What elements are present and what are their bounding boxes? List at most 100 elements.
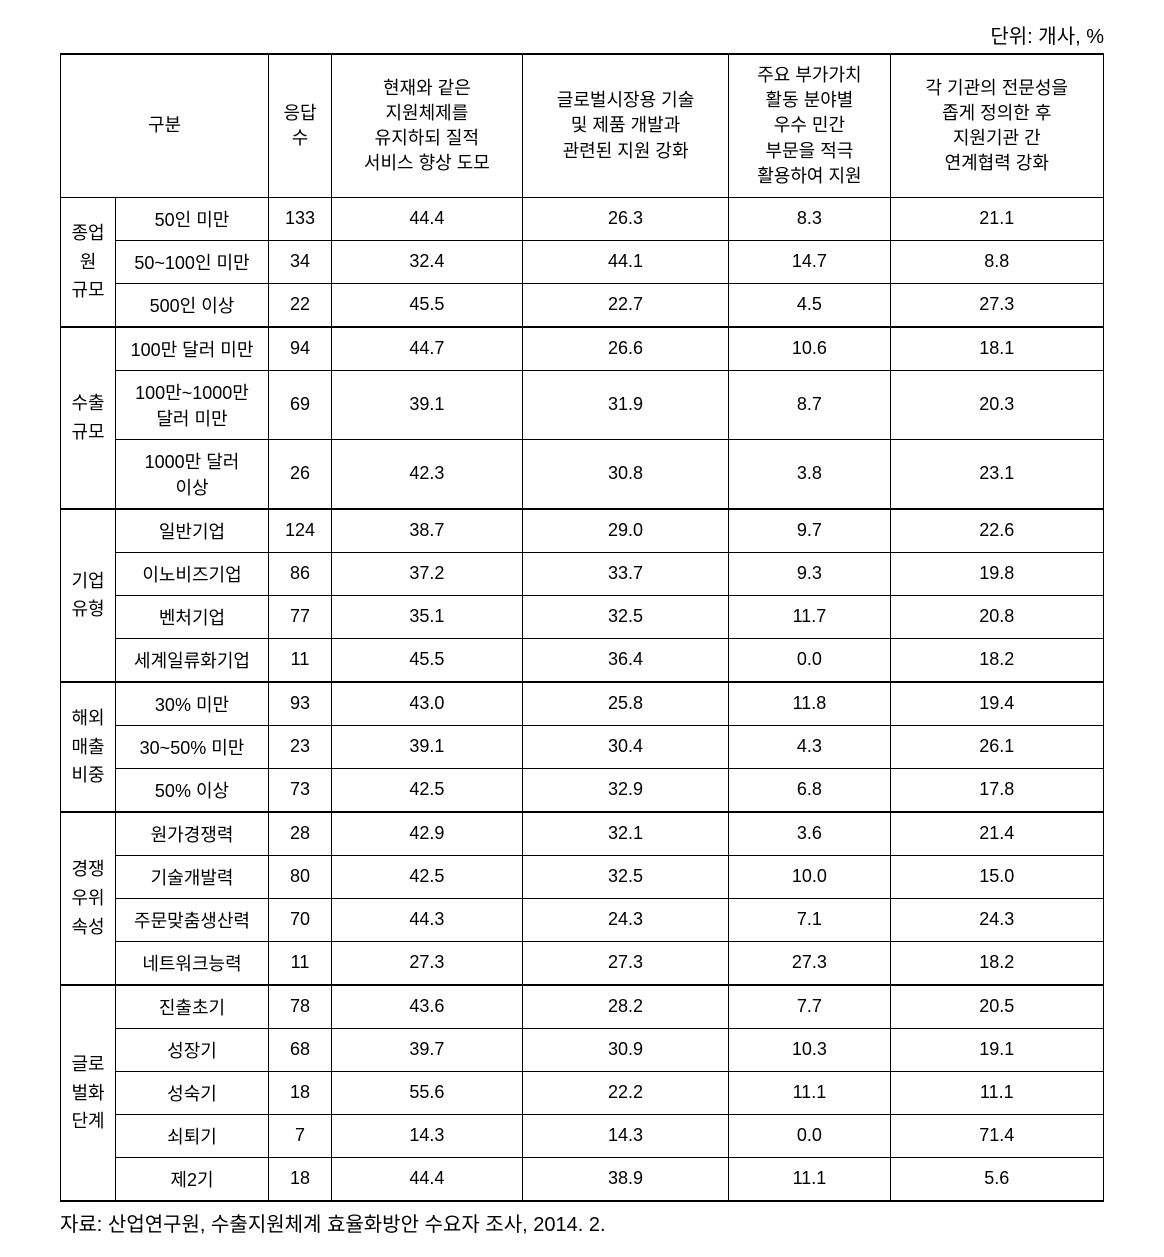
row-count: 70 [269, 898, 332, 941]
data-table: 구분 응답수 현재와 같은지원체제를유지하되 질적서비스 향상 도모 글로벌시장… [60, 53, 1104, 1202]
row-name: 100만 달러 미만 [116, 327, 269, 371]
row-value: 35.1 [332, 595, 523, 638]
row-value: 27.3 [332, 941, 523, 985]
row-value: 24.3 [890, 898, 1104, 941]
row-value: 44.4 [332, 197, 523, 240]
row-value: 27.3 [890, 283, 1104, 327]
table-row: 100만~1000만달러 미만6939.131.98.720.3 [61, 370, 1104, 439]
row-value: 55.6 [332, 1071, 523, 1114]
row-value: 37.2 [332, 552, 523, 595]
table-row: 쇠퇴기714.314.30.071.4 [61, 1114, 1104, 1157]
row-value: 21.1 [890, 197, 1104, 240]
row-name: 50인 미만 [116, 197, 269, 240]
row-value: 32.5 [522, 855, 729, 898]
row-value: 71.4 [890, 1114, 1104, 1157]
row-value: 20.3 [890, 370, 1104, 439]
row-value: 15.0 [890, 855, 1104, 898]
row-value: 27.3 [729, 941, 890, 985]
row-name: 네트워크능력 [116, 941, 269, 985]
row-value: 9.3 [729, 552, 890, 595]
row-value: 0.0 [729, 638, 890, 682]
row-value: 9.7 [729, 509, 890, 553]
row-name: 쇠퇴기 [116, 1114, 269, 1157]
row-value: 10.3 [729, 1028, 890, 1071]
table-row: 글로벌화단계진출초기7843.628.27.720.5 [61, 985, 1104, 1029]
group-label: 해외매출비중 [61, 682, 116, 812]
row-value: 44.4 [332, 1157, 523, 1201]
row-value: 22.6 [890, 509, 1104, 553]
row-count: 18 [269, 1071, 332, 1114]
row-value: 43.6 [332, 985, 523, 1029]
row-value: 32.1 [522, 812, 729, 856]
row-count: 7 [269, 1114, 332, 1157]
row-value: 5.6 [890, 1157, 1104, 1201]
row-value: 42.5 [332, 768, 523, 812]
row-count: 22 [269, 283, 332, 327]
row-value: 0.0 [729, 1114, 890, 1157]
header-col2: 글로벌시장용 기술및 제품 개발과관련된 지원 강화 [522, 54, 729, 197]
row-count: 77 [269, 595, 332, 638]
row-value: 44.7 [332, 327, 523, 371]
table-row: 50~100인 미만3432.444.114.78.8 [61, 240, 1104, 283]
row-count: 11 [269, 638, 332, 682]
row-value: 8.8 [890, 240, 1104, 283]
row-count: 26 [269, 439, 332, 509]
row-count: 68 [269, 1028, 332, 1071]
row-name: 성장기 [116, 1028, 269, 1071]
row-value: 30.9 [522, 1028, 729, 1071]
row-value: 22.7 [522, 283, 729, 327]
row-value: 3.6 [729, 812, 890, 856]
header-col3: 주요 부가가치활동 분야별우수 민간부문을 적극활용하여 지원 [729, 54, 890, 197]
table-row: 30~50% 미만2339.130.44.326.1 [61, 725, 1104, 768]
row-name: 원가경쟁력 [116, 812, 269, 856]
row-value: 44.1 [522, 240, 729, 283]
row-value: 11.7 [729, 595, 890, 638]
row-name: 50% 이상 [116, 768, 269, 812]
row-count: 34 [269, 240, 332, 283]
row-value: 19.4 [890, 682, 1104, 726]
table-row: 50% 이상7342.532.96.817.8 [61, 768, 1104, 812]
row-value: 22.2 [522, 1071, 729, 1114]
unit-label: 단위: 개사, % [60, 20, 1104, 49]
row-value: 7.7 [729, 985, 890, 1029]
row-name: 기술개발력 [116, 855, 269, 898]
row-value: 19.1 [890, 1028, 1104, 1071]
row-value: 4.5 [729, 283, 890, 327]
table-row: 주문맞춤생산력7044.324.37.124.3 [61, 898, 1104, 941]
row-name: 성숙기 [116, 1071, 269, 1114]
row-count: 133 [269, 197, 332, 240]
group-label: 글로벌화단계 [61, 985, 116, 1201]
row-value: 42.3 [332, 439, 523, 509]
row-value: 19.8 [890, 552, 1104, 595]
table-row: 수출규모100만 달러 미만9444.726.610.618.1 [61, 327, 1104, 371]
row-value: 11.1 [729, 1157, 890, 1201]
row-count: 11 [269, 941, 332, 985]
row-value: 23.1 [890, 439, 1104, 509]
row-value: 21.4 [890, 812, 1104, 856]
row-value: 38.7 [332, 509, 523, 553]
header-row: 구분 응답수 현재와 같은지원체제를유지하되 질적서비스 향상 도모 글로벌시장… [61, 54, 1104, 197]
table-row: 경쟁우위속성원가경쟁력2842.932.13.621.4 [61, 812, 1104, 856]
table-row: 기업유형일반기업12438.729.09.722.6 [61, 509, 1104, 553]
table-row: 성장기6839.730.910.319.1 [61, 1028, 1104, 1071]
row-name: 50~100인 미만 [116, 240, 269, 283]
row-value: 36.4 [522, 638, 729, 682]
row-value: 11.1 [890, 1071, 1104, 1114]
header-col1: 현재와 같은지원체제를유지하되 질적서비스 향상 도모 [332, 54, 523, 197]
row-count: 78 [269, 985, 332, 1029]
row-value: 43.0 [332, 682, 523, 726]
group-label: 수출규모 [61, 327, 116, 509]
row-value: 3.8 [729, 439, 890, 509]
row-value: 24.3 [522, 898, 729, 941]
row-value: 38.9 [522, 1157, 729, 1201]
table-row: 이노비즈기업8637.233.79.319.8 [61, 552, 1104, 595]
table-row: 네트워크능력1127.327.327.318.2 [61, 941, 1104, 985]
header-category: 구분 [61, 54, 269, 197]
row-count: 94 [269, 327, 332, 371]
row-value: 42.5 [332, 855, 523, 898]
row-value: 8.3 [729, 197, 890, 240]
row-value: 30.4 [522, 725, 729, 768]
group-label: 경쟁우위속성 [61, 812, 116, 985]
table-row: 세계일류화기업1145.536.40.018.2 [61, 638, 1104, 682]
table-row: 벤처기업7735.132.511.720.8 [61, 595, 1104, 638]
